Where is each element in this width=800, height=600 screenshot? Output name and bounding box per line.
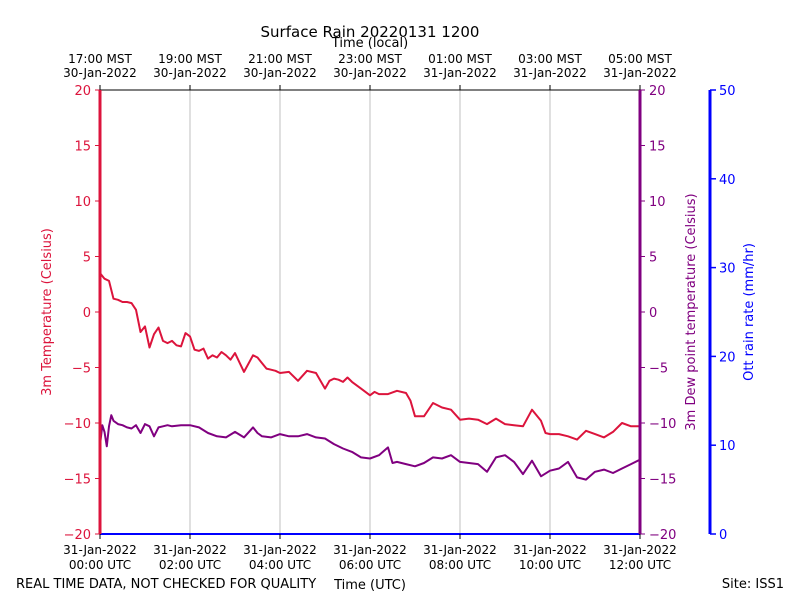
dewpoint-tick-label: −15 (649, 473, 676, 488)
x-axis-label: Time (UTC) (333, 578, 406, 593)
top-tick-label-date: 31-Jan-2022 (423, 66, 497, 80)
dewpoint-tick-label: 15 (649, 140, 666, 155)
temp-tick-label: −20 (64, 528, 91, 543)
y-axis-label-dewpoint: 3m Dew point temperature (Celsius) (684, 193, 699, 430)
x-tick-label-date: 31-Jan-2022 (513, 543, 587, 557)
x-tick-label-time: 02:00 UTC (159, 558, 221, 572)
quality-disclaimer: REAL TIME DATA, NOT CHECKED FOR QUALITY (16, 577, 316, 592)
x-tick-label-date: 31-Jan-2022 (423, 543, 497, 557)
dewpoint-line (99, 414, 641, 481)
x-tick-label-date: 31-Jan-2022 (63, 543, 137, 557)
chart-title: Surface Rain 20220131 1200 (261, 23, 480, 41)
temperature-axis-ticks: 20 15 10 5 0 −5 −10 −15 −20 (64, 84, 100, 543)
x-tick-label-time: 06:00 UTC (339, 558, 401, 572)
rain-tick-label: 0 (719, 528, 727, 543)
top-tick-label-time: 23:00 MST (338, 52, 402, 66)
site-label: Site: ISS1 (722, 577, 784, 592)
dewpoint-tick-label: 10 (649, 195, 666, 210)
x-tick-label-time: 12:00 UTC (609, 558, 671, 572)
rain-tick-label: 20 (719, 350, 736, 365)
top-tick-label-date: 30-Jan-2022 (153, 66, 227, 80)
temp-tick-label: 0 (83, 306, 91, 321)
dewpoint-tick-label: −20 (649, 528, 676, 543)
dewpoint-tick-label: −5 (649, 362, 668, 377)
rain-tick-label: 40 (719, 173, 736, 188)
rain-tick-label: 10 (719, 439, 736, 454)
top-tick-label-time: 17:00 MST (68, 52, 132, 66)
dewpoint-tick-label: −10 (649, 417, 676, 432)
dewpoint-tick-label: 0 (649, 306, 657, 321)
top-tick-label-date: 30-Jan-2022 (243, 66, 317, 80)
x-tick-label-date: 31-Jan-2022 (153, 543, 227, 557)
top-tick-label-time: 19:00 MST (158, 52, 222, 66)
top-tick-label-date: 31-Jan-2022 (513, 66, 587, 80)
top-tick-label-date: 30-Jan-2022 (63, 66, 137, 80)
dewpoint-tick-label: 20 (649, 84, 666, 99)
y-axis-label-temperature: 3m Temperature (Celsius) (40, 228, 55, 396)
temp-tick-label: −15 (64, 473, 91, 488)
top-tick-label-time: 03:00 MST (518, 52, 582, 66)
x-tick-label-time: 00:00 UTC (69, 558, 131, 572)
x-tick-label-time: 10:00 UTC (519, 558, 581, 572)
top-tick-label-time: 05:00 MST (608, 52, 672, 66)
top-tick-label-time: 21:00 MST (248, 52, 312, 66)
temp-tick-label: −5 (72, 362, 91, 377)
temperature-line (99, 272, 640, 441)
y-axis-label-rain: Ott rain rate (mm/hr) (742, 243, 757, 381)
rain-axis-ticks: 50 40 30 20 10 0 (710, 84, 736, 543)
dewpoint-tick-label: 5 (649, 251, 657, 266)
top-tick-label-date: 30-Jan-2022 (333, 66, 407, 80)
temp-tick-label: 10 (74, 195, 91, 210)
grid-lines (189, 90, 551, 534)
x-tick-label-date: 31-Jan-2022 (333, 543, 407, 557)
x-tick-label-time: 08:00 UTC (429, 558, 491, 572)
rain-tick-label: 50 (719, 84, 736, 99)
temp-tick-label: 15 (74, 140, 91, 155)
temp-tick-label: 5 (83, 251, 91, 266)
x-tick-label-date: 31-Jan-2022 (243, 543, 317, 557)
x-tick-label-date: 31-Jan-2022 (603, 543, 677, 557)
dewpoint-axis-ticks: 20 15 10 5 0 −5 −10 −15 −20 (640, 84, 676, 543)
top-tick-label-date: 31-Jan-2022 (603, 66, 677, 80)
temp-tick-label: 20 (74, 84, 91, 99)
temp-tick-label: −10 (64, 417, 91, 432)
rain-tick-label: 30 (719, 262, 736, 277)
top-tick-label-time: 01:00 MST (428, 52, 492, 66)
x-tick-label-time: 04:00 UTC (249, 558, 311, 572)
top-axis-label: Time (local) (331, 36, 408, 51)
